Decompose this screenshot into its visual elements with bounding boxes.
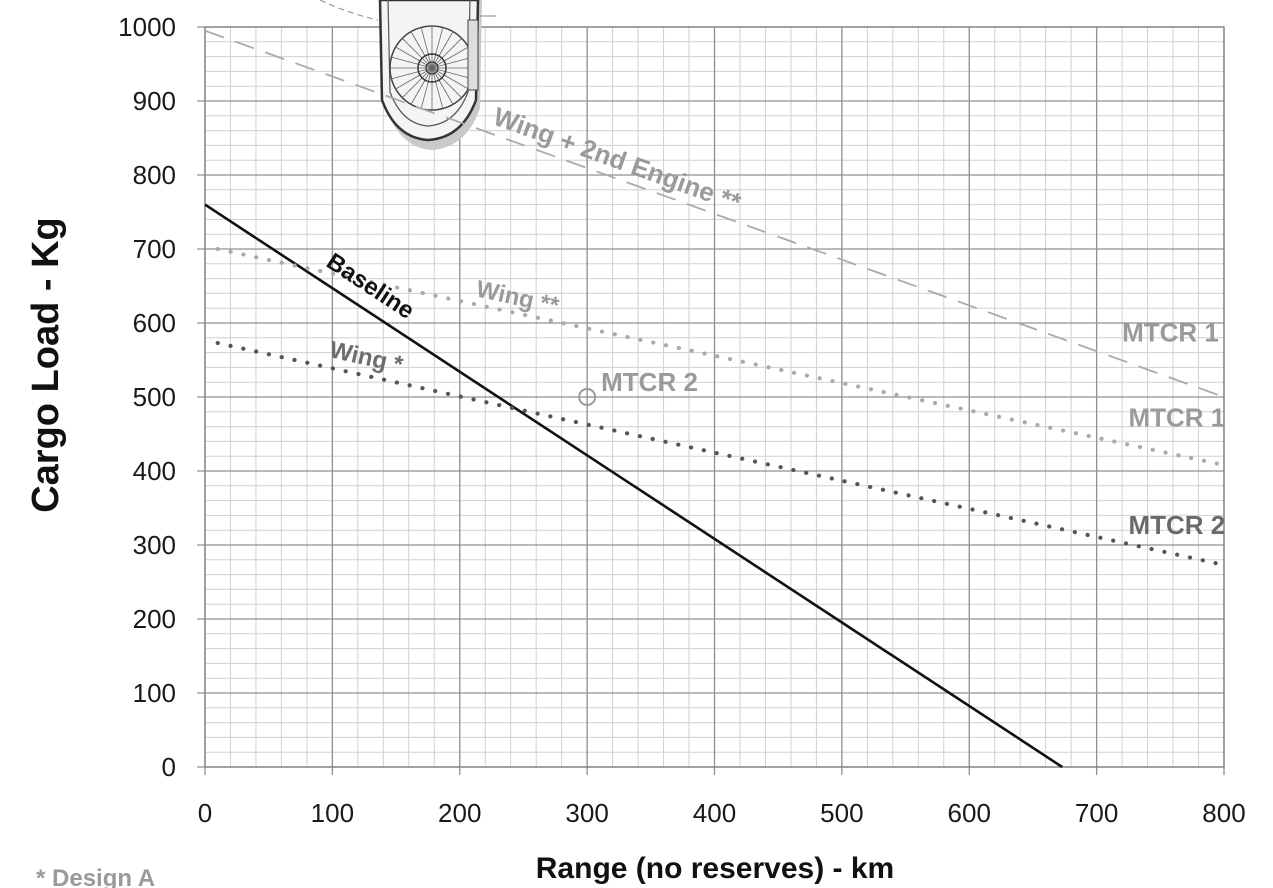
aircraft-hub-center — [425, 61, 439, 75]
annotation-label: MTCR 1 — [1128, 403, 1225, 433]
aircraft-guide-line — [319, 0, 379, 21]
aircraft-rotor-spoke — [431, 31, 454, 69]
y-tick-label: 800 — [133, 160, 176, 190]
x-tick-label: 600 — [948, 798, 991, 828]
x-tick-label: 500 — [820, 798, 863, 828]
aircraft-rotor-spoke — [431, 27, 444, 69]
aircraft-hub — [417, 53, 447, 83]
x-tick-label: 200 — [438, 798, 481, 828]
aircraft-rotor-spoke — [431, 67, 444, 109]
point-label: MTCR 2 — [601, 367, 698, 397]
x-axis-label: Range (no reserves) - km — [536, 852, 894, 885]
aircraft-rotor-spoke — [410, 67, 433, 105]
y-tick-label: 0 — [162, 752, 176, 782]
aircraft-rotor-spoke — [431, 67, 462, 98]
aircraft-rotor-spoke — [431, 56, 473, 69]
aircraft-rotor-spoke — [391, 67, 433, 80]
aircraft-rotor-spoke — [431, 67, 473, 80]
footnote: * Design A — [36, 865, 155, 888]
aircraft-rotor-spoke — [395, 46, 433, 69]
aircraft-rotor-spoke — [431, 67, 469, 90]
y-tick-label: 100 — [133, 678, 176, 708]
y-tick-label: 600 — [133, 308, 176, 338]
x-tick-label: 300 — [565, 798, 608, 828]
y-tick-label: 900 — [133, 86, 176, 116]
aircraft-rotor-spoke — [420, 67, 433, 109]
x-tick-label: 0 — [198, 798, 212, 828]
annotation-label: MTCR 1 — [1122, 318, 1219, 348]
series-label: Wing * — [327, 336, 406, 379]
aircraft-rotor-spoke — [391, 56, 433, 69]
series-layer — [204, 29, 1227, 769]
aircraft-drawing — [319, 0, 496, 150]
y-tick-label: 500 — [133, 382, 176, 412]
aircraft-side-panel — [467, 19, 479, 91]
aircraft-inner-outline — [387, 0, 471, 127]
aircraft-rotor-spoke — [431, 67, 454, 105]
series-label: Wing + 2nd Engine ** — [490, 101, 746, 218]
series-line-baseline — [204, 203, 1063, 769]
x-tick-label: 800 — [1202, 798, 1245, 828]
series-label: Wing ** — [474, 276, 562, 320]
y-axis-label: Cargo Load - Kg — [25, 217, 67, 513]
annotation-label: MTCR 2 — [1128, 510, 1225, 540]
aircraft-rotor-spoke — [395, 67, 433, 90]
y-tick-label: 700 — [133, 234, 176, 264]
x-tick-label: 400 — [693, 798, 736, 828]
y-tick-label: 400 — [133, 456, 176, 486]
x-tick-label: 100 — [311, 798, 354, 828]
tick-labels: 0 100 200 300 400 500 600 700 800 0 100 200 300 400 50… — [118, 12, 1246, 828]
aircraft-rotor-spoke — [431, 38, 462, 69]
series-line-wing — [215, 246, 1227, 468]
aircraft-rotor-spoke — [431, 46, 469, 69]
x-tick-label: 700 — [1075, 798, 1118, 828]
major-grid — [197, 26, 1225, 775]
aircraft-rotor-spoke — [410, 31, 433, 69]
y-tick-label: 1000 — [118, 12, 176, 42]
series-line-wing — [215, 340, 1227, 568]
aircraft-rotor-spoke — [402, 38, 433, 69]
series-line-wing-2nd-engine — [204, 29, 1225, 398]
plot-frame — [204, 26, 1225, 768]
y-tick-label: 200 — [133, 604, 176, 634]
aircraft-rotor-spoke — [420, 27, 433, 69]
aircraft-rotor-spoke — [402, 67, 433, 98]
y-tick-label: 300 — [133, 530, 176, 560]
